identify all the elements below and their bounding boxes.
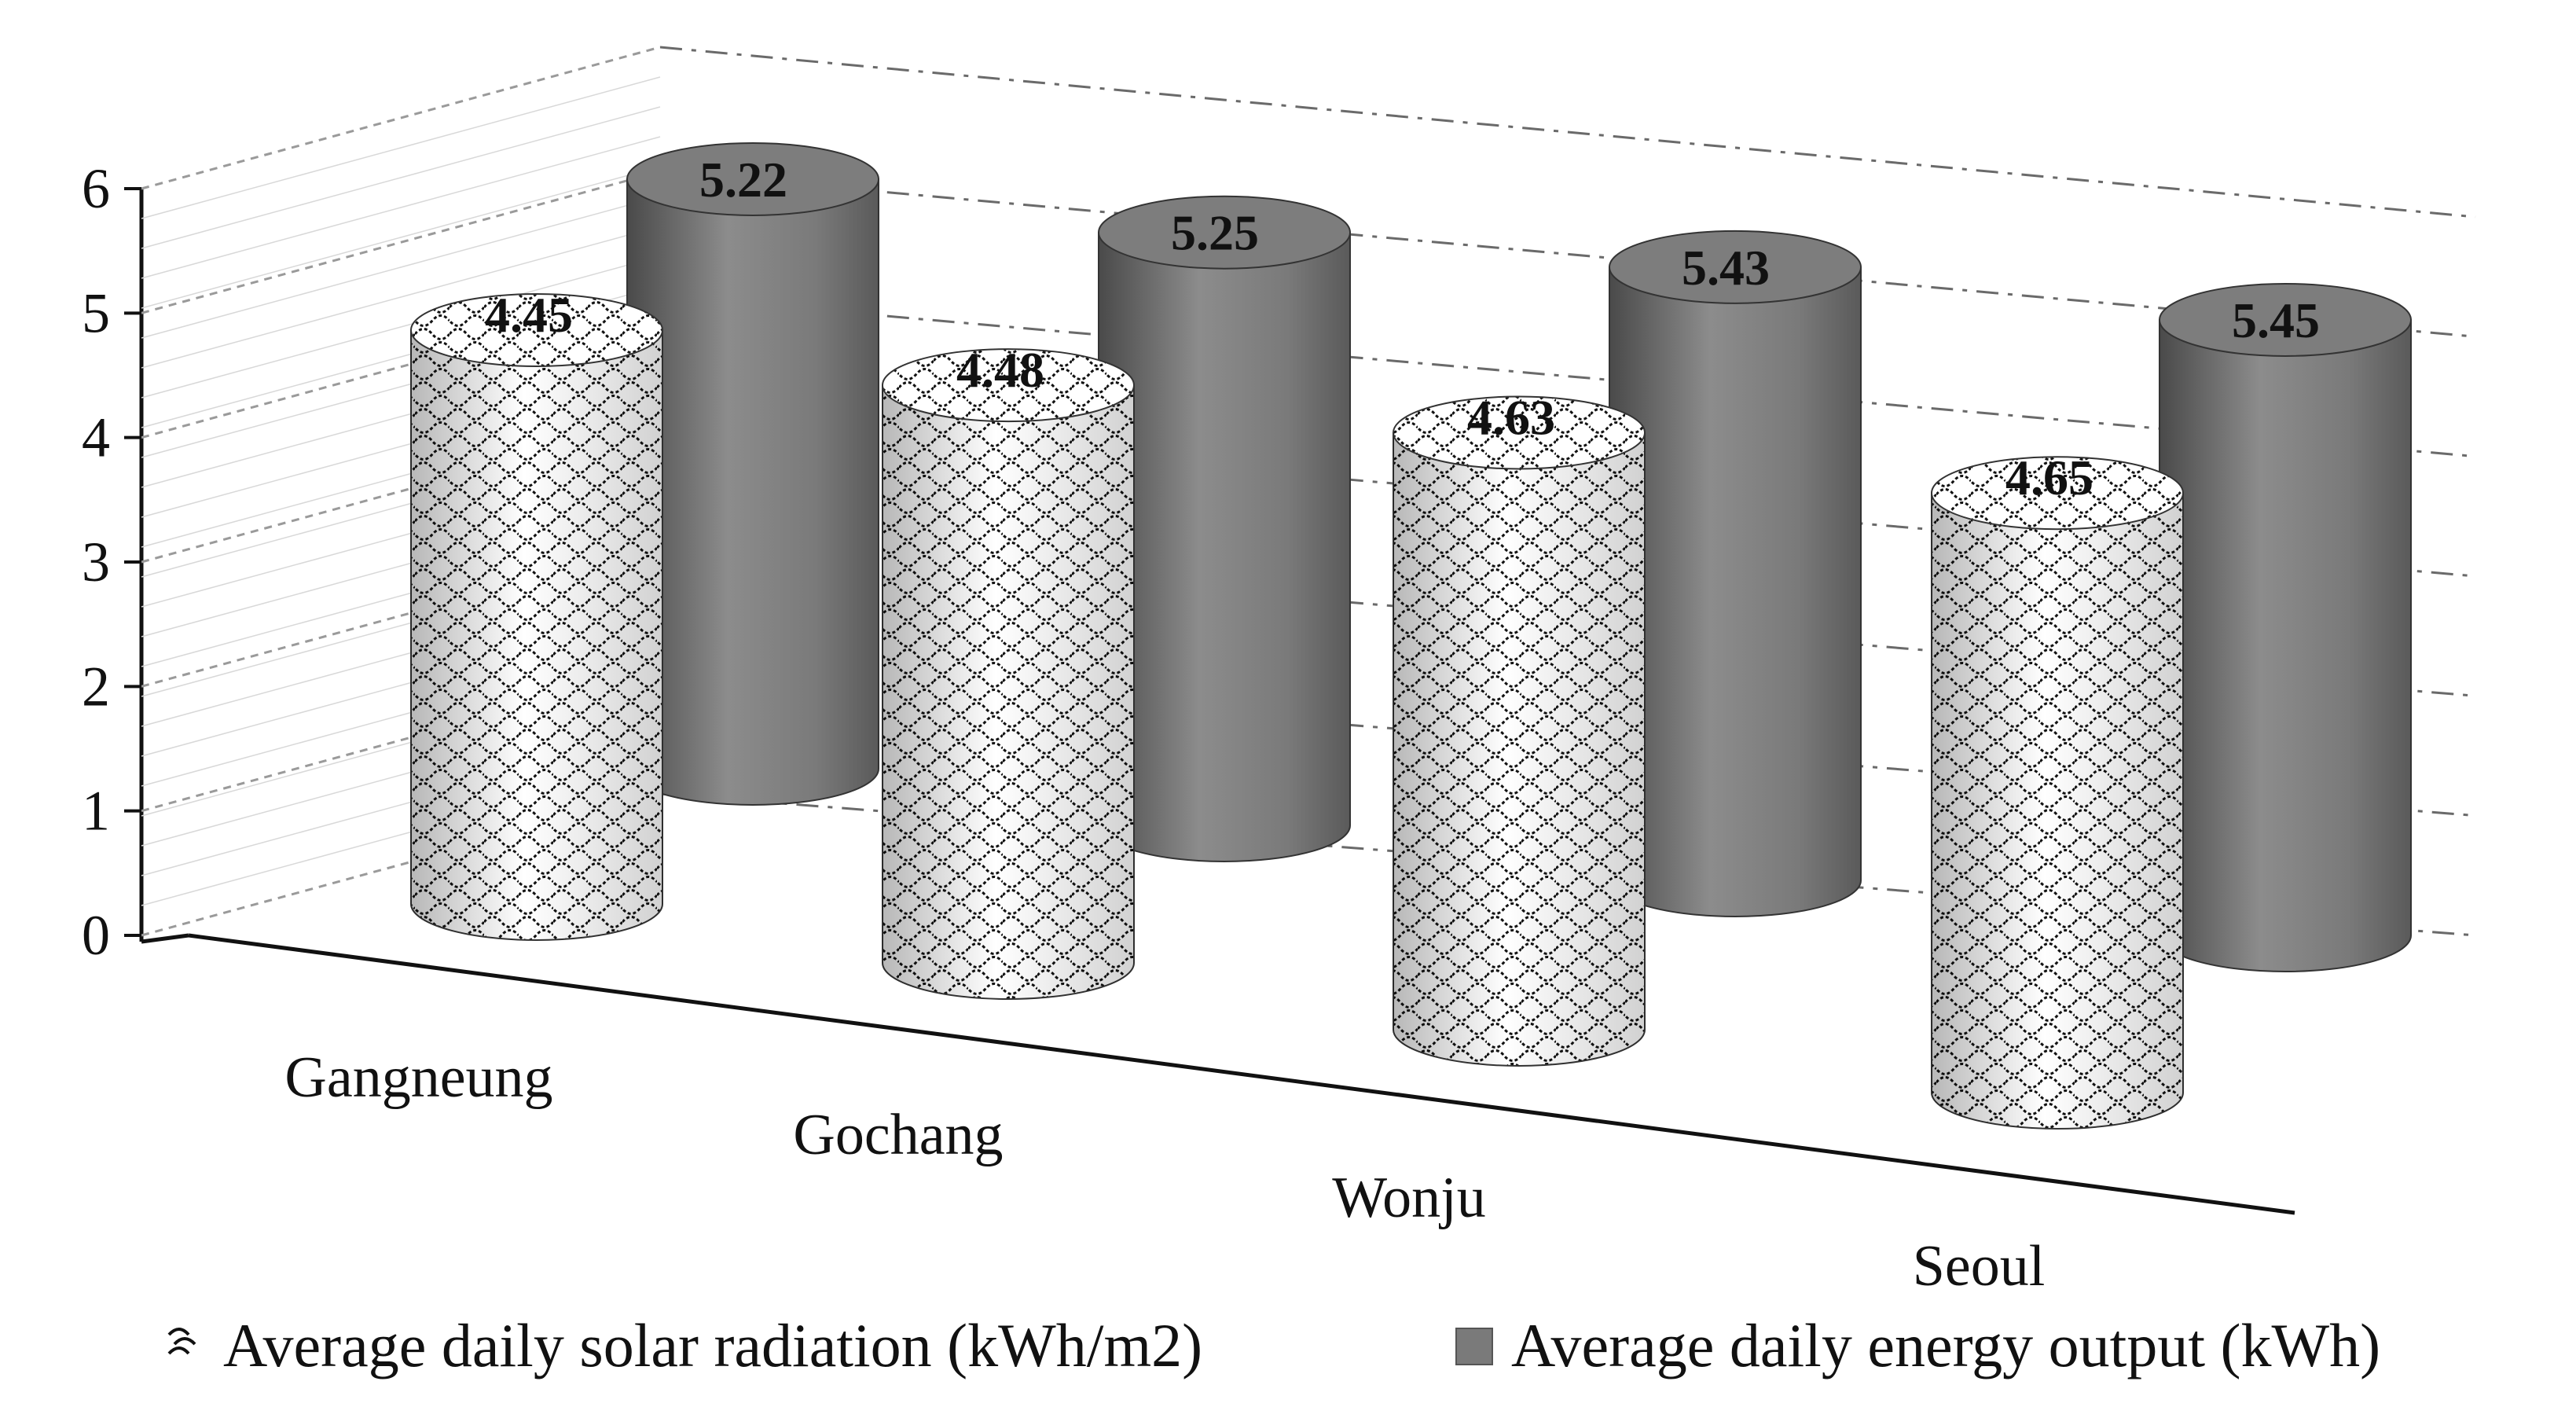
x-axis-categories: Gangneung Gochang Wonju Seoul: [284, 1045, 2045, 1299]
y-tick-label: 4: [82, 406, 110, 469]
solar-radiation-bar: [1393, 395, 1646, 1067]
legend-item-energy-output: Average daily energy output (kWh): [1455, 1311, 2380, 1379]
energy-output-bar-body: [2159, 318, 2412, 972]
side-gridline: [141, 170, 661, 314]
energy-output-value-label: 5.25: [1171, 205, 1259, 261]
side-gridline: [141, 419, 661, 564]
solar-pattern-icon: [167, 1328, 196, 1355]
energy-output-bar-top: [1098, 195, 1351, 270]
y-axis-ticks: 0 1 2 3 4 5 6: [82, 157, 141, 967]
legend-label-energy-output: Average daily energy output (kWh): [1511, 1311, 2380, 1379]
y-tick-label: 0: [82, 904, 110, 967]
energy-output-bar-top: [626, 142, 879, 216]
solar-radiation-bar-top: [1393, 395, 1646, 470]
energy-output-bar-body: [1098, 231, 1351, 862]
category-label: Gangneung: [284, 1045, 552, 1110]
energy-output-value-label: 5.45: [2232, 292, 2320, 348]
solar-radiation-value-label: 4.45: [485, 287, 573, 343]
solar-radiation-bar: [410, 293, 663, 941]
y-tick-label: 2: [82, 655, 110, 718]
solar-radiation-bar: [1931, 456, 2184, 1130]
x-axis-line: [188, 933, 2295, 1215]
energy-output-bar-top: [2159, 282, 2412, 357]
energy-output-bars: 5.22 5.25 5.43 5.45: [626, 142, 2412, 972]
energy-output-bar: [1609, 230, 1862, 917]
solar-radiation-bar-shade: [411, 330, 662, 940]
solar-radiation-bar: [882, 348, 1135, 1000]
y-tick-label: 1: [82, 780, 110, 843]
floor-corner-line: [141, 933, 189, 944]
solar-radiation-bar-top: [410, 293, 663, 367]
side-minor-gridline: [141, 166, 661, 309]
solar-radiation-bar-top: [1931, 456, 2184, 531]
y-tick-label: 3: [82, 531, 110, 593]
solar-radiation-bar-shade: [883, 385, 1134, 1000]
side-minor-gridline: [141, 106, 661, 249]
solar-radiation-value-label: 4.65: [2005, 450, 2093, 505]
legend-label-solar-radiation: Average daily solar radiation (kWh/m2): [223, 1311, 1202, 1379]
side-gridline: [141, 668, 661, 813]
energy-output-bar: [626, 142, 879, 806]
side-gridline: [141, 295, 661, 439]
legend-item-solar-radiation: Average daily solar radiation (kWh/m2): [167, 1311, 1202, 1379]
solar-radiation-bar-shade: [1393, 432, 1645, 1066]
energy-output-bar-body: [626, 178, 879, 806]
energy-output-bar: [1098, 195, 1351, 862]
side-gridline: [141, 543, 661, 688]
energy-output-bar-body: [1609, 266, 1862, 917]
y-tick-label: 5: [82, 281, 110, 344]
solar-radiation-value-label: 4.63: [1467, 389, 1555, 445]
side-minor-gridline: [141, 196, 661, 339]
solar-radiation-value-label: 4.48: [956, 342, 1044, 398]
legend: Average daily solar radiation (kWh/m2) A…: [167, 1311, 2380, 1379]
energy-output-value-label: 5.22: [699, 152, 787, 208]
energy-output-bar: [2159, 282, 2412, 972]
category-label: Gochang: [793, 1103, 1003, 1167]
category-label: Seoul: [1913, 1234, 2046, 1299]
side-minor-gridline: [141, 76, 661, 219]
side-gridline: [141, 46, 661, 190]
grey-square-icon: [1455, 1328, 1493, 1365]
side-gridline: [141, 792, 661, 937]
side-minor-gridline: [141, 226, 661, 369]
y-tick-label: 6: [82, 157, 110, 220]
energy-output-bar-top: [1609, 230, 1862, 304]
back-gridline: [659, 46, 2476, 219]
energy-output-value-label: 5.43: [1682, 240, 1770, 296]
solar-radiation-bar-shade: [1932, 493, 2183, 1129]
side-minor-gridline: [141, 136, 661, 279]
side-minor-gridline: [141, 255, 661, 399]
solar-radiation-bars: 4.45 4.48 4.63 4.65: [410, 287, 2184, 1130]
category-label: Wonju: [1332, 1166, 1485, 1230]
solar-radiation-bar-top: [882, 348, 1135, 423]
